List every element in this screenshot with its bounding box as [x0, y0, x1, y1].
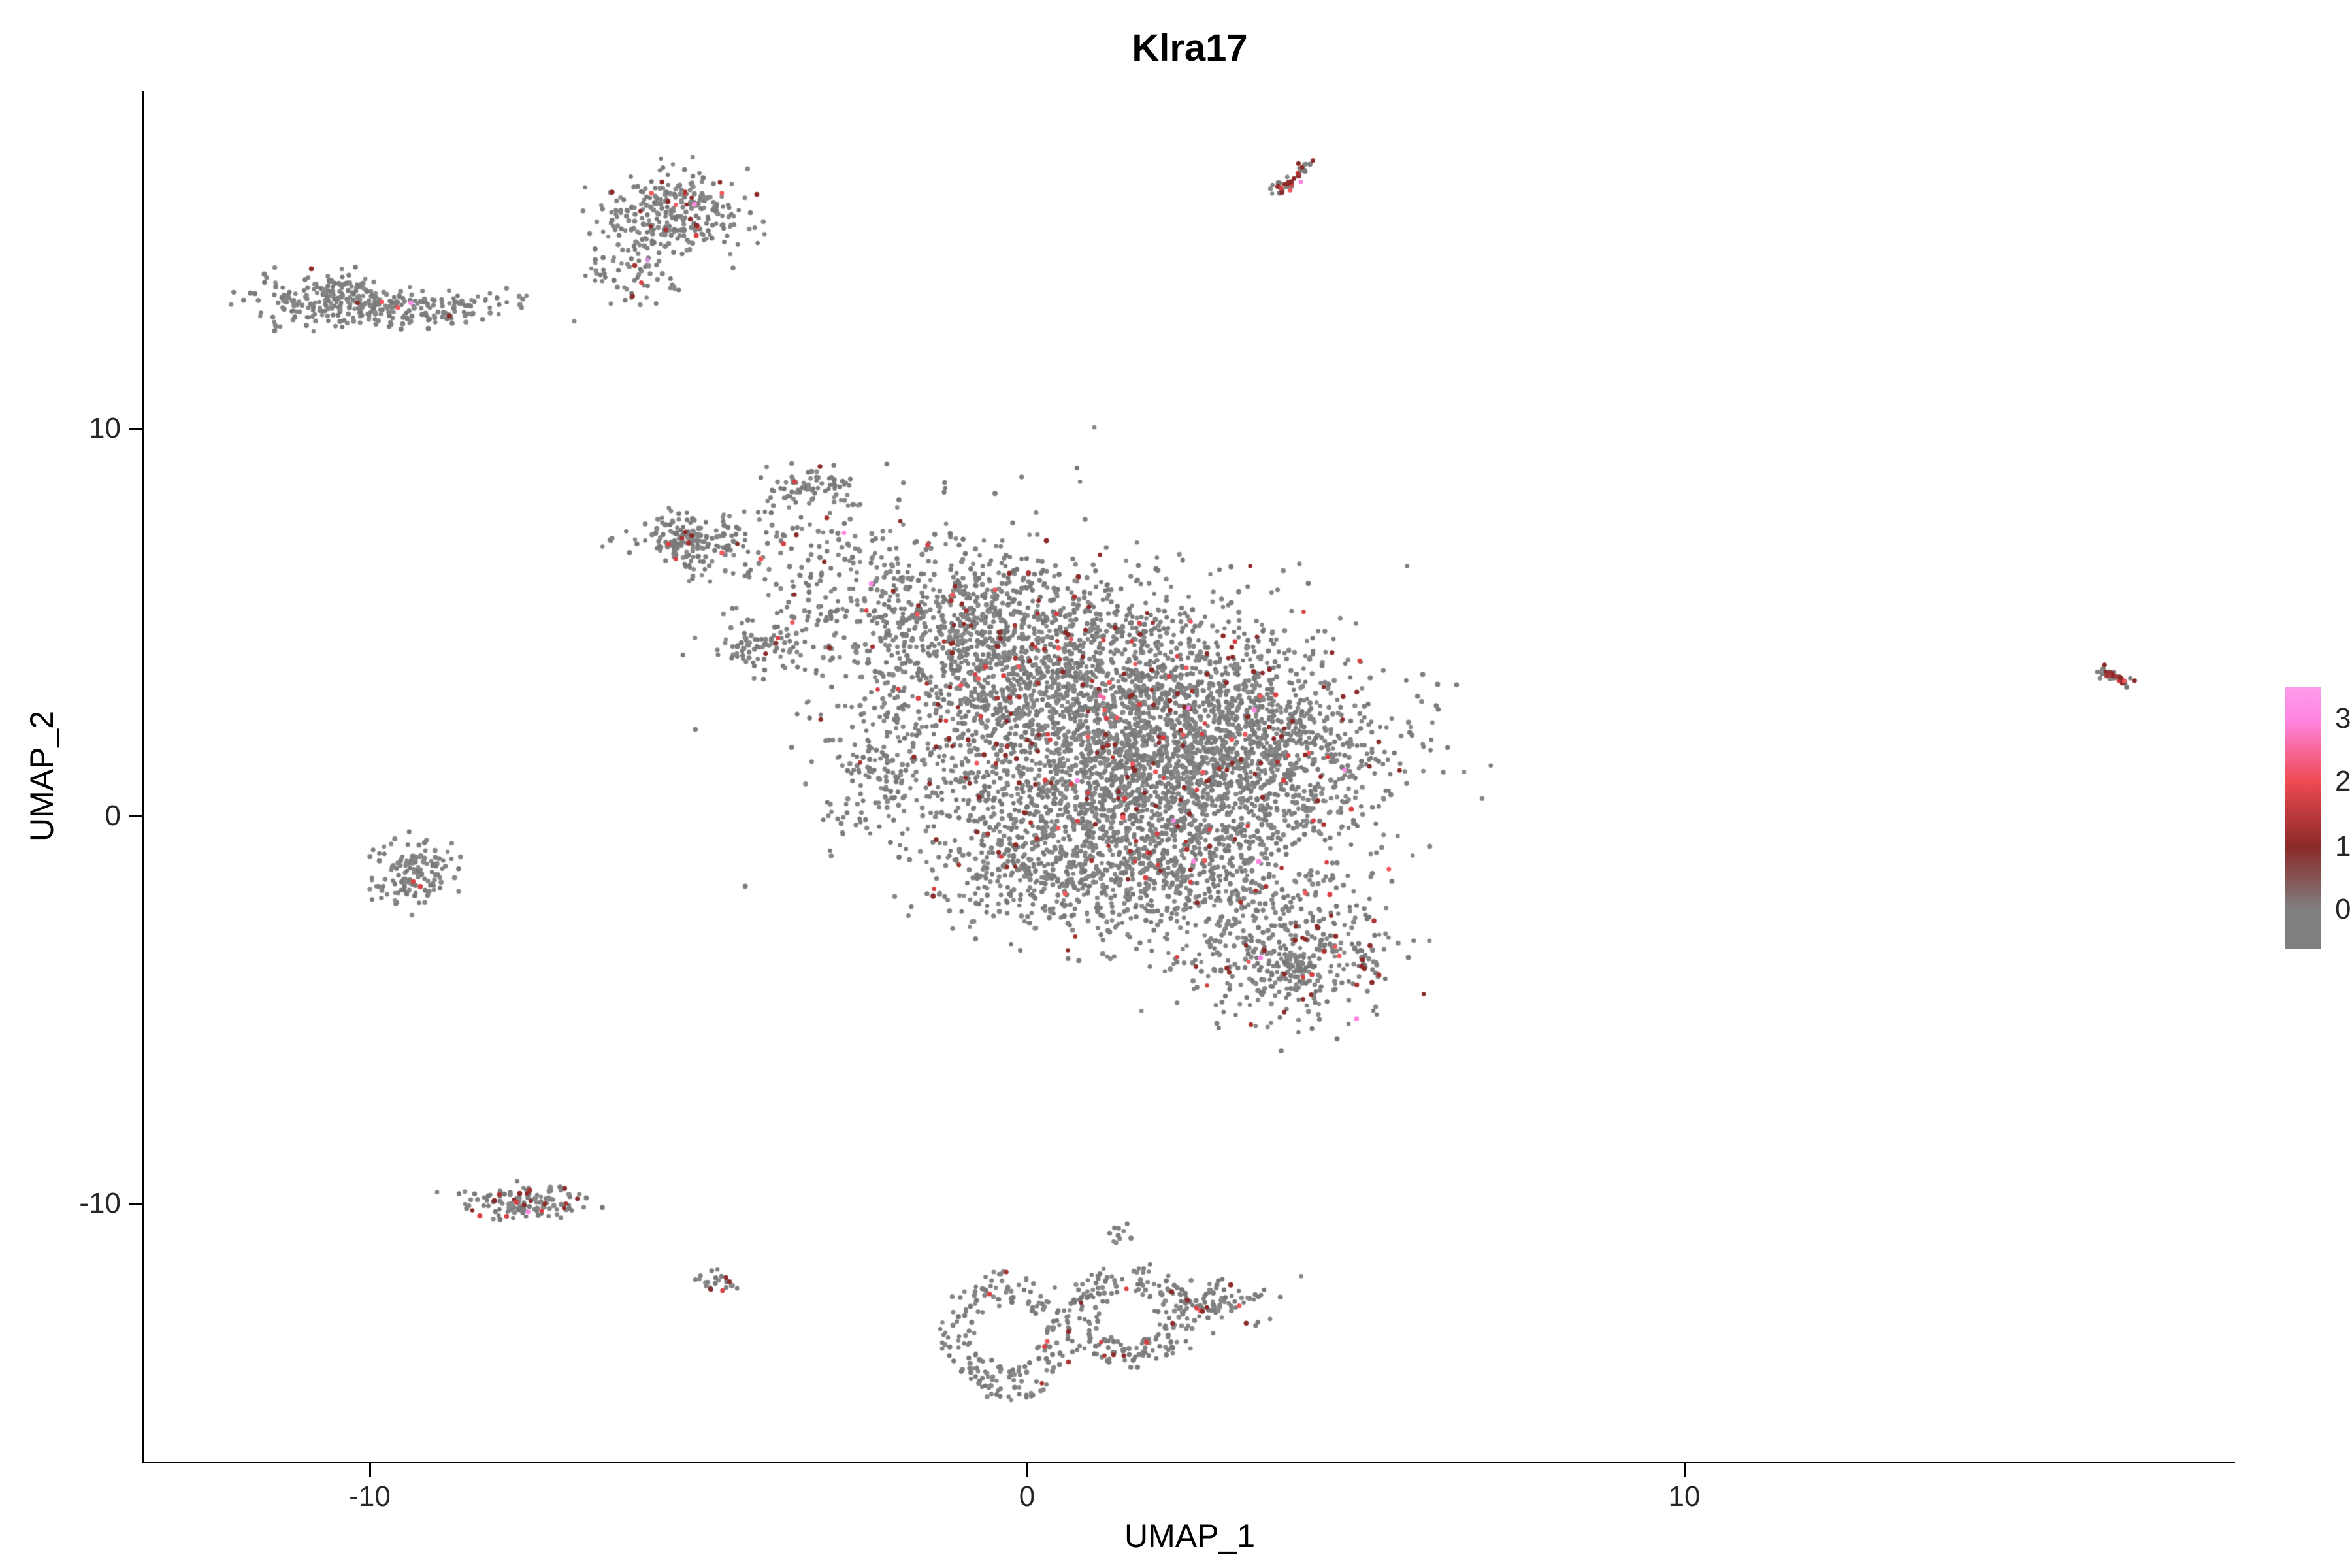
y-tick-mark — [129, 427, 142, 430]
legend-tick-label: 2 — [2335, 765, 2351, 797]
expression-colorbar — [2285, 687, 2321, 949]
plot-panel — [142, 91, 2235, 1463]
x-tick-label: 10 — [1668, 1480, 1701, 1512]
x-tick-mark — [1683, 1463, 1686, 1477]
x-tick-mark — [1026, 1463, 1028, 1477]
x-tick-label: -10 — [349, 1480, 391, 1512]
y-tick-mark — [129, 1202, 142, 1205]
y-tick-label: 10 — [89, 412, 121, 444]
y-tick-label: -10 — [79, 1187, 121, 1219]
x-axis-title: UMAP_1 — [1124, 1518, 1256, 1554]
chart-title: Klra17 — [1132, 27, 1248, 69]
legend-tick-label: 3 — [2335, 702, 2351, 734]
x-tick-label: 0 — [1019, 1480, 1036, 1512]
umap-scatter-canvas — [144, 91, 2235, 1462]
y-tick-mark — [129, 815, 142, 817]
x-tick-mark — [368, 1463, 371, 1477]
legend-tick-label: 0 — [2335, 893, 2351, 925]
legend-tick-label: 1 — [2335, 830, 2351, 862]
y-axis-title: UMAP_2 — [24, 710, 60, 842]
